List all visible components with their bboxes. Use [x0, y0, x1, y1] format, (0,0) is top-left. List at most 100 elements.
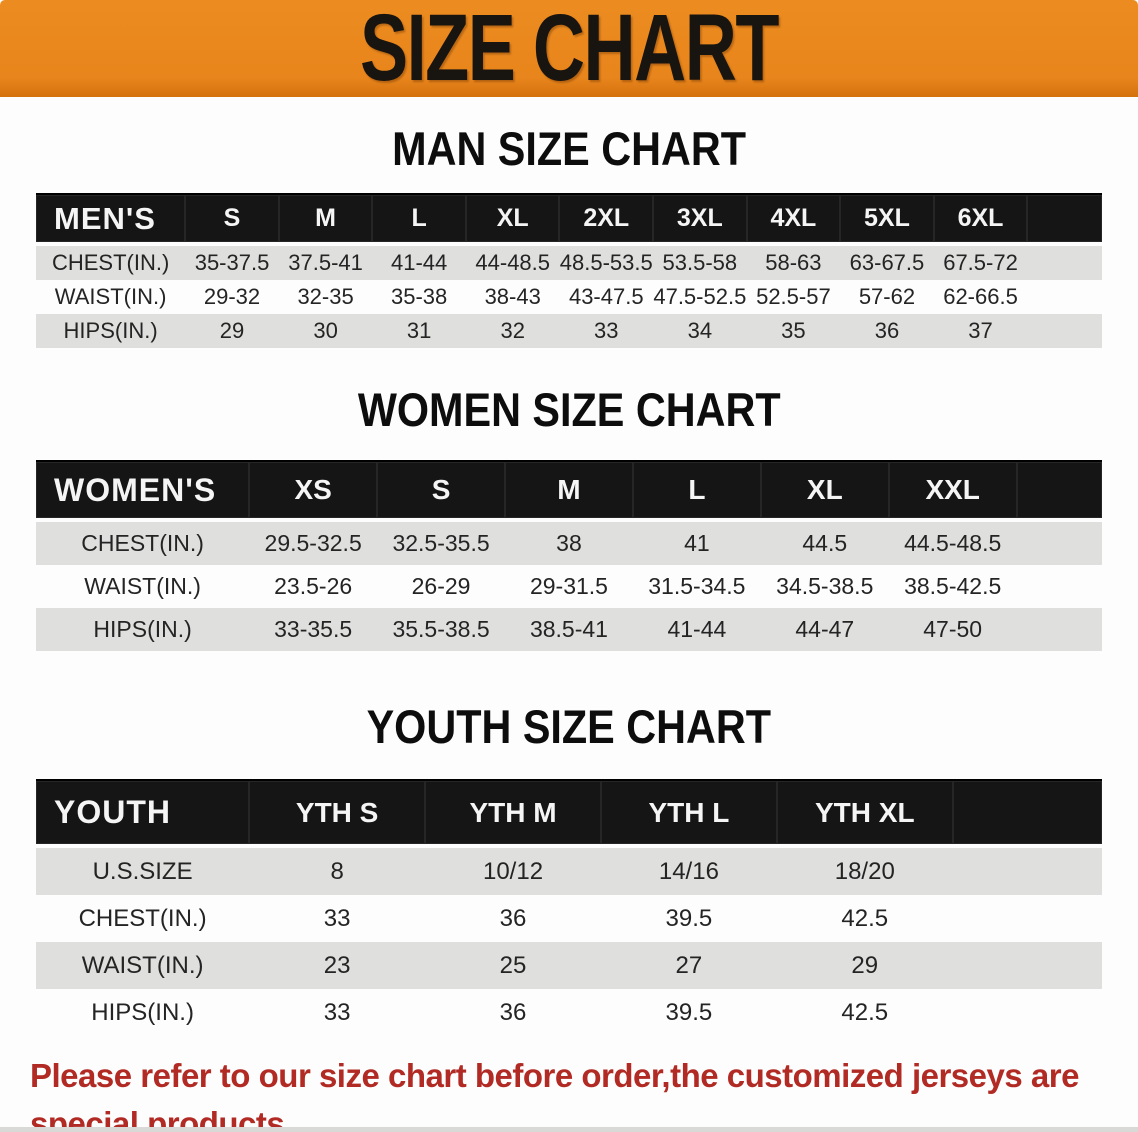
size-value-cell: 44-48.5 — [475, 250, 551, 275]
size-value-cell: 44.5-48.5 — [904, 530, 1002, 556]
measurement-row: WAIST(IN.) 23 25 27 29 — [36, 942, 1102, 989]
page-title: SIZE CHART — [360, 0, 780, 101]
measurement-row-label: CHEST(IN.) — [81, 530, 204, 556]
size-column-header: XL — [465, 193, 560, 246]
size-chart-table: YOUTH YTH S YTH M YTH L YTH XL U.S.SIZE 8 10/12… — [36, 779, 1102, 1036]
size-value-cell: 33 — [323, 998, 351, 1026]
size-column-header: 3XL — [653, 193, 747, 246]
measurement-row-label: WAIST(IN.) — [84, 573, 201, 599]
measurement-row: CHEST(IN.) 35-37.5 37.5-41 41-44 44-48.5 48.5… — [36, 246, 1102, 280]
size-column-header: L — [632, 460, 761, 522]
header-filler — [1016, 460, 1102, 522]
size-value-cell: 29 — [851, 951, 879, 979]
size-column-header: 5XL — [840, 193, 934, 246]
size-value-cell: 42.5 — [841, 904, 889, 932]
women-section-title-text: WOMEN SIZE CHART — [357, 383, 781, 436]
size-chart-table: WOMEN'S XS S M L XL XXL CHEST(IN.) 29.5-32.5 32.5… — [36, 460, 1102, 651]
row-filler — [1027, 314, 1102, 348]
row-filler — [1017, 565, 1102, 608]
size-value-cell: 37.5-41 — [288, 250, 363, 275]
size-value-cell: 52.5-57 — [756, 284, 831, 309]
row-filler — [1017, 608, 1102, 651]
size-value-cell: 34.5-38.5 — [776, 573, 874, 599]
row-filler — [1017, 522, 1102, 565]
size-value-cell: 41-44 — [391, 250, 448, 275]
size-value-cell: 31 — [406, 318, 432, 343]
size-value-cell: 62-66.5 — [943, 284, 1018, 309]
men-size-table-host: MEN'S S M L XL 2XL 3XL 4XL 5XL 6XL CHEST(IN.) 35-37… — [36, 193, 1102, 348]
size-value-cell: 38.5-41 — [529, 616, 608, 642]
size-value-cell: 44.5 — [802, 530, 848, 556]
youth-size-table-host: YOUTH YTH S YTH M YTH L YTH XL U.S.SIZE 8 10/12… — [36, 779, 1102, 1036]
disclaimer-line-1: Please refer to our size chart before or… — [30, 1057, 1079, 1132]
size-column-header: L — [372, 193, 466, 246]
size-value-cell: 47-50 — [923, 616, 983, 642]
youth-section-title: YOUTH SIZE CHART — [0, 699, 1138, 754]
youth-section-title-text: YOUTH SIZE CHART — [366, 700, 772, 753]
header-filler — [952, 779, 1102, 848]
size-value-cell: 32 — [500, 318, 525, 343]
size-value-cell: 23.5-26 — [274, 573, 353, 599]
size-value-cell: 33 — [323, 904, 351, 932]
size-value-cell: 39.5 — [665, 904, 713, 932]
size-value-cell: 29-31.5 — [529, 573, 608, 599]
size-value-cell: 18/20 — [834, 857, 895, 885]
measurement-row: HIPS(IN.) 33 36 39.5 42.5 — [36, 989, 1102, 1036]
size-value-cell: 33 — [594, 318, 619, 343]
measurement-row: CHEST(IN.) 33 36 39.5 42.5 — [36, 895, 1102, 942]
order-disclaimer: Please refer to our size chart before or… — [30, 1052, 1112, 1132]
size-column-header: XS — [249, 460, 378, 522]
measurement-row-label: U.S.SIZE — [92, 857, 193, 885]
size-column-header: XL — [760, 460, 889, 522]
size-value-cell: 35-37.5 — [194, 250, 270, 275]
size-value-cell: 8 — [330, 857, 344, 885]
size-value-cell: 23 — [323, 951, 351, 979]
size-value-cell: 57-62 — [858, 284, 916, 309]
size-value-cell: 29-32 — [203, 284, 261, 309]
size-value-cell: 29.5-32.5 — [264, 530, 362, 556]
measurement-row-label: HIPS(IN.) — [91, 998, 194, 1026]
size-value-cell: 35-38 — [391, 284, 448, 309]
size-column-header: YTH M — [425, 779, 601, 848]
size-value-cell: 48.5-53.5 — [559, 250, 653, 275]
measurement-row-label: WAIST(IN.) — [81, 951, 204, 979]
measurement-row: CHEST(IN.) 29.5-32.5 32.5-35.5 38 41 44.5 44.5… — [36, 522, 1102, 565]
women-section-title: WOMEN SIZE CHART — [0, 382, 1138, 437]
size-value-cell: 38.5-42.5 — [904, 573, 1002, 599]
size-value-cell: 36 — [874, 318, 900, 343]
row-filler — [953, 989, 1102, 1036]
size-value-cell: 37 — [968, 318, 993, 343]
size-column-header: S — [377, 460, 506, 522]
size-column-header: M — [505, 460, 633, 522]
size-value-cell: 10/12 — [482, 857, 544, 885]
table-group-label: MEN'S — [36, 193, 186, 246]
size-value-cell: 36 — [499, 904, 527, 932]
size-value-cell: 30 — [313, 318, 338, 343]
bottom-edge-divider — [0, 1127, 1138, 1132]
size-value-cell: 25 — [499, 951, 527, 979]
size-column-header: YTH L — [600, 779, 777, 848]
size-column-header: S — [185, 193, 279, 246]
row-filler — [953, 848, 1102, 895]
size-column-header: XXL — [888, 460, 1017, 522]
size-column-header: 6XL — [933, 193, 1028, 246]
size-value-cell: 41-44 — [667, 616, 727, 642]
size-column-header: 4XL — [746, 193, 841, 246]
size-value-cell: 38 — [556, 530, 582, 556]
table-group-label: WOMEN'S — [36, 460, 250, 522]
size-value-cell: 35.5-38.5 — [392, 616, 490, 642]
size-value-cell: 34 — [687, 318, 713, 343]
size-value-cell: 53.5-58 — [662, 250, 738, 275]
size-value-cell: 36 — [499, 998, 527, 1026]
size-header-row: YOUTH YTH S YTH M YTH L YTH XL — [36, 779, 1102, 848]
size-value-cell: 67.5-72 — [943, 250, 1018, 275]
size-value-cell: 32-35 — [297, 284, 354, 309]
measurement-row: WAIST(IN.) 29-32 32-35 35-38 38-43 43-47.5 47.… — [36, 280, 1102, 314]
row-filler — [1027, 280, 1102, 314]
row-filler — [953, 942, 1102, 989]
size-chart-table: MEN'S S M L XL 2XL 3XL 4XL 5XL 6XL CHEST(IN.) 35-37… — [36, 193, 1102, 348]
size-column-header: YTH XL — [776, 779, 953, 848]
size-column-header: YTH S — [249, 779, 426, 848]
size-value-cell: 43-47.5 — [568, 284, 644, 309]
size-header-row: MEN'S S M L XL 2XL 3XL 4XL 5XL 6XL — [36, 193, 1102, 246]
